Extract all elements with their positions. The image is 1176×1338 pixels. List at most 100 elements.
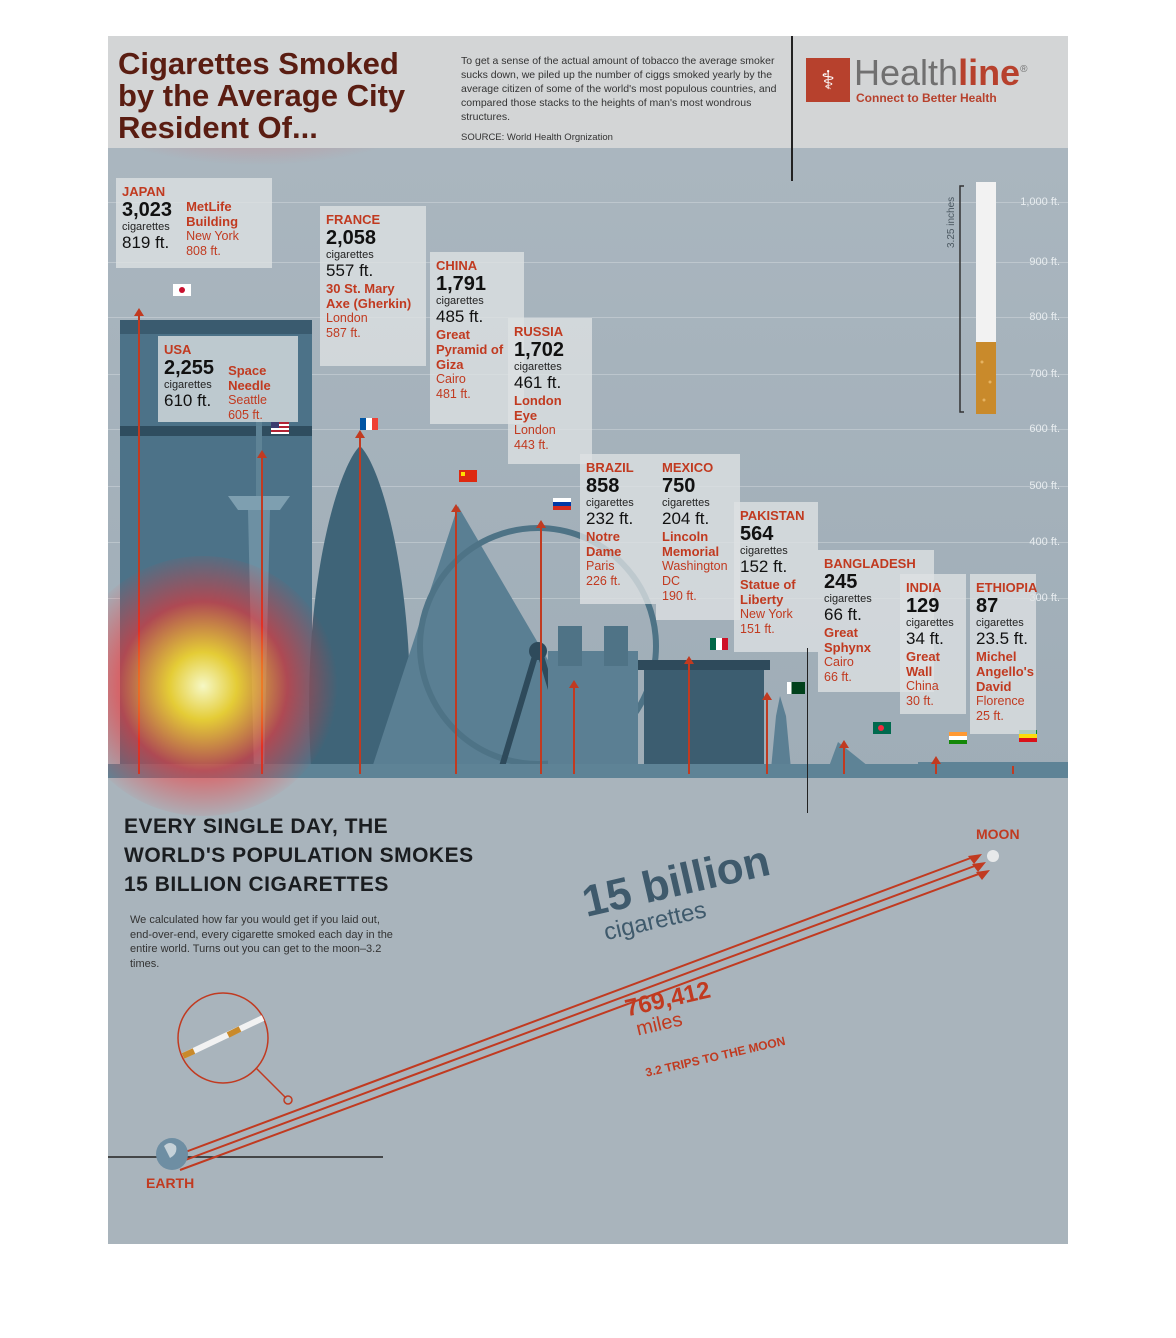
- landmark-height: 190 ft.: [662, 589, 697, 603]
- cigarette-count: 1,702: [514, 339, 565, 361]
- country-card-pakistan: PAKISTAN 564 cigarettes 152 ft. Statue o…: [734, 502, 818, 652]
- brazil-pole: [573, 686, 575, 774]
- landmark-height: 66 ft.: [824, 670, 852, 684]
- infographic-canvas: 1,000 ft. 900 ft. 800 ft. 700 ft. 600 ft…: [108, 36, 1068, 1244]
- stack-height: 66 ft.: [824, 605, 862, 624]
- ruler-label: 600 ft.: [1029, 423, 1060, 435]
- country-card-mexico: MEXICO 750 cigarettes 204 ft. Lincoln Me…: [656, 454, 740, 620]
- landmark-height: 25 ft.: [976, 709, 1004, 723]
- stack-height: 485 ft.: [436, 307, 484, 326]
- mexico-arrow-icon: [684, 656, 694, 664]
- landmark-city: London: [514, 423, 556, 437]
- count-unit: cigarettes: [326, 249, 374, 261]
- landmark-name: Great Wall: [906, 649, 940, 679]
- landmark-city: Florence: [976, 694, 1025, 708]
- india-flag-icon: [949, 732, 967, 744]
- gridline: [108, 317, 1068, 318]
- landmark-city: Seattle: [228, 393, 267, 407]
- landmark-name: Michel Angello's David: [976, 649, 1034, 694]
- cigarette-count: 3,023: [122, 199, 173, 221]
- country-card-france: FRANCE 2,058 cigarettes 557 ft. 30 St. M…: [320, 206, 426, 366]
- france-pole: [359, 436, 361, 774]
- country-name: BRAZIL: [586, 460, 634, 475]
- count-unit: cigarettes: [976, 617, 1024, 629]
- count-unit: cigarettes: [824, 593, 872, 605]
- landmark-name: 30 St. Mary Axe (Gherkin): [326, 281, 412, 311]
- logo-part: Health: [854, 52, 959, 93]
- intro-text: To get a sense of the actual amount of t…: [461, 55, 777, 123]
- landmark-city: New York: [740, 607, 793, 621]
- pakistan-pole: [766, 698, 768, 774]
- stack-height: 152 ft.: [740, 557, 788, 576]
- country-card-india: INDIA 129 cigarettes 34 ft. Great Wall C…: [900, 574, 966, 714]
- country-name: CHINA: [436, 258, 478, 273]
- headline-line: 15 BILLION CIGARETTES: [124, 873, 389, 896]
- gridline: [108, 202, 1068, 203]
- china-flag-icon: [459, 470, 477, 482]
- count-unit: cigarettes: [906, 617, 954, 629]
- landmark-height: 808 ft.: [186, 244, 221, 258]
- stack-height: 819 ft.: [122, 233, 170, 252]
- india-pole: [935, 762, 937, 774]
- russia-pole: [540, 526, 542, 774]
- mexico-flag-icon: [710, 638, 728, 650]
- japan-arrow-icon: [134, 308, 144, 316]
- logo-part: line: [958, 52, 1021, 93]
- ruler-label: 800 ft.: [1029, 311, 1060, 323]
- bangladesh-pole: [843, 746, 845, 774]
- calculation-text: We calculated how far you would get if y…: [130, 914, 393, 970]
- page-title: Cigarettes Smoked by the Average City Re…: [118, 48, 405, 144]
- country-name: ETHIOPIA: [976, 580, 1038, 595]
- count-unit: cigarettes: [436, 295, 484, 307]
- landmark-height: 226 ft.: [586, 574, 621, 588]
- landmark-city: Paris: [586, 559, 615, 573]
- cigarette-count: 245: [824, 571, 858, 593]
- ground-strip: [108, 764, 1068, 778]
- landmark-city: London: [326, 311, 368, 325]
- cigarette-count: 564: [740, 523, 774, 545]
- country-name: BANGLADESH: [824, 556, 916, 571]
- ruler-label: 1,000 ft.: [1020, 196, 1060, 208]
- stack-height: 232 ft.: [586, 509, 634, 528]
- title-line: Cigarettes Smoked: [118, 46, 399, 81]
- landmark-name: Great Sphynx: [824, 625, 871, 655]
- usa-arrow-icon: [257, 450, 267, 458]
- stack-height: 557 ft.: [326, 261, 374, 280]
- healthline-logo: Healthline®: [854, 52, 1027, 94]
- country-card-russia: RUSSIA 1,702 cigarettes 461 ft. London E…: [508, 318, 592, 464]
- india-arrow-icon: [931, 756, 941, 764]
- daily-headline: EVERY SINGLE DAY, THE WORLD'S POPULATION…: [124, 812, 474, 899]
- logo-registered: ®: [1020, 64, 1028, 75]
- country-name: USA: [164, 342, 192, 357]
- logo-tagline: Connect to Better Health: [856, 91, 997, 105]
- stack-height: 23.5 ft.: [976, 629, 1028, 648]
- bangladesh-arrow-icon: [839, 740, 849, 748]
- ruler-label: 500 ft.: [1029, 480, 1060, 492]
- landmark-height: 30 ft.: [906, 694, 934, 708]
- cigarette-count: 87: [976, 595, 999, 617]
- earth-label: EARTH: [146, 1175, 195, 1191]
- country-name: MEXICO: [662, 460, 714, 475]
- landmark-height: 151 ft.: [740, 622, 775, 636]
- japan-flag-icon: [173, 284, 191, 296]
- landmark-city: New York: [186, 229, 239, 243]
- usa-pole: [261, 456, 263, 774]
- country-card-ethiopia: ETHIOPIA 87 cigarettes 23.5 ft. Michel A…: [970, 574, 1038, 734]
- cigarette-count: 2,058: [326, 227, 377, 249]
- country-name: PAKISTAN: [740, 508, 805, 523]
- brazil-arrow-icon: [569, 680, 579, 688]
- country-card-usa: USA 2,255 cigarettes 610 ft. Space Needl…: [158, 336, 298, 422]
- stack-height: 610 ft.: [164, 391, 212, 410]
- landmark-height: 587 ft.: [326, 326, 361, 340]
- china-arrow-icon: [451, 504, 461, 512]
- headline-line: EVERY SINGLE DAY, THE: [124, 815, 389, 838]
- ruler-label: 400 ft.: [1029, 536, 1060, 548]
- ruler-label: 700 ft.: [1029, 368, 1060, 380]
- stack-height: 34 ft.: [906, 629, 944, 648]
- landmark-name: Statue of Liberty: [740, 577, 796, 607]
- scale-cigarette-icon: [959, 182, 996, 414]
- stack-height: 461 ft.: [514, 373, 562, 392]
- moon-trajectory-illustration: [108, 850, 999, 1171]
- landmark-height: 605 ft.: [228, 408, 263, 422]
- count-unit: cigarettes: [514, 361, 562, 373]
